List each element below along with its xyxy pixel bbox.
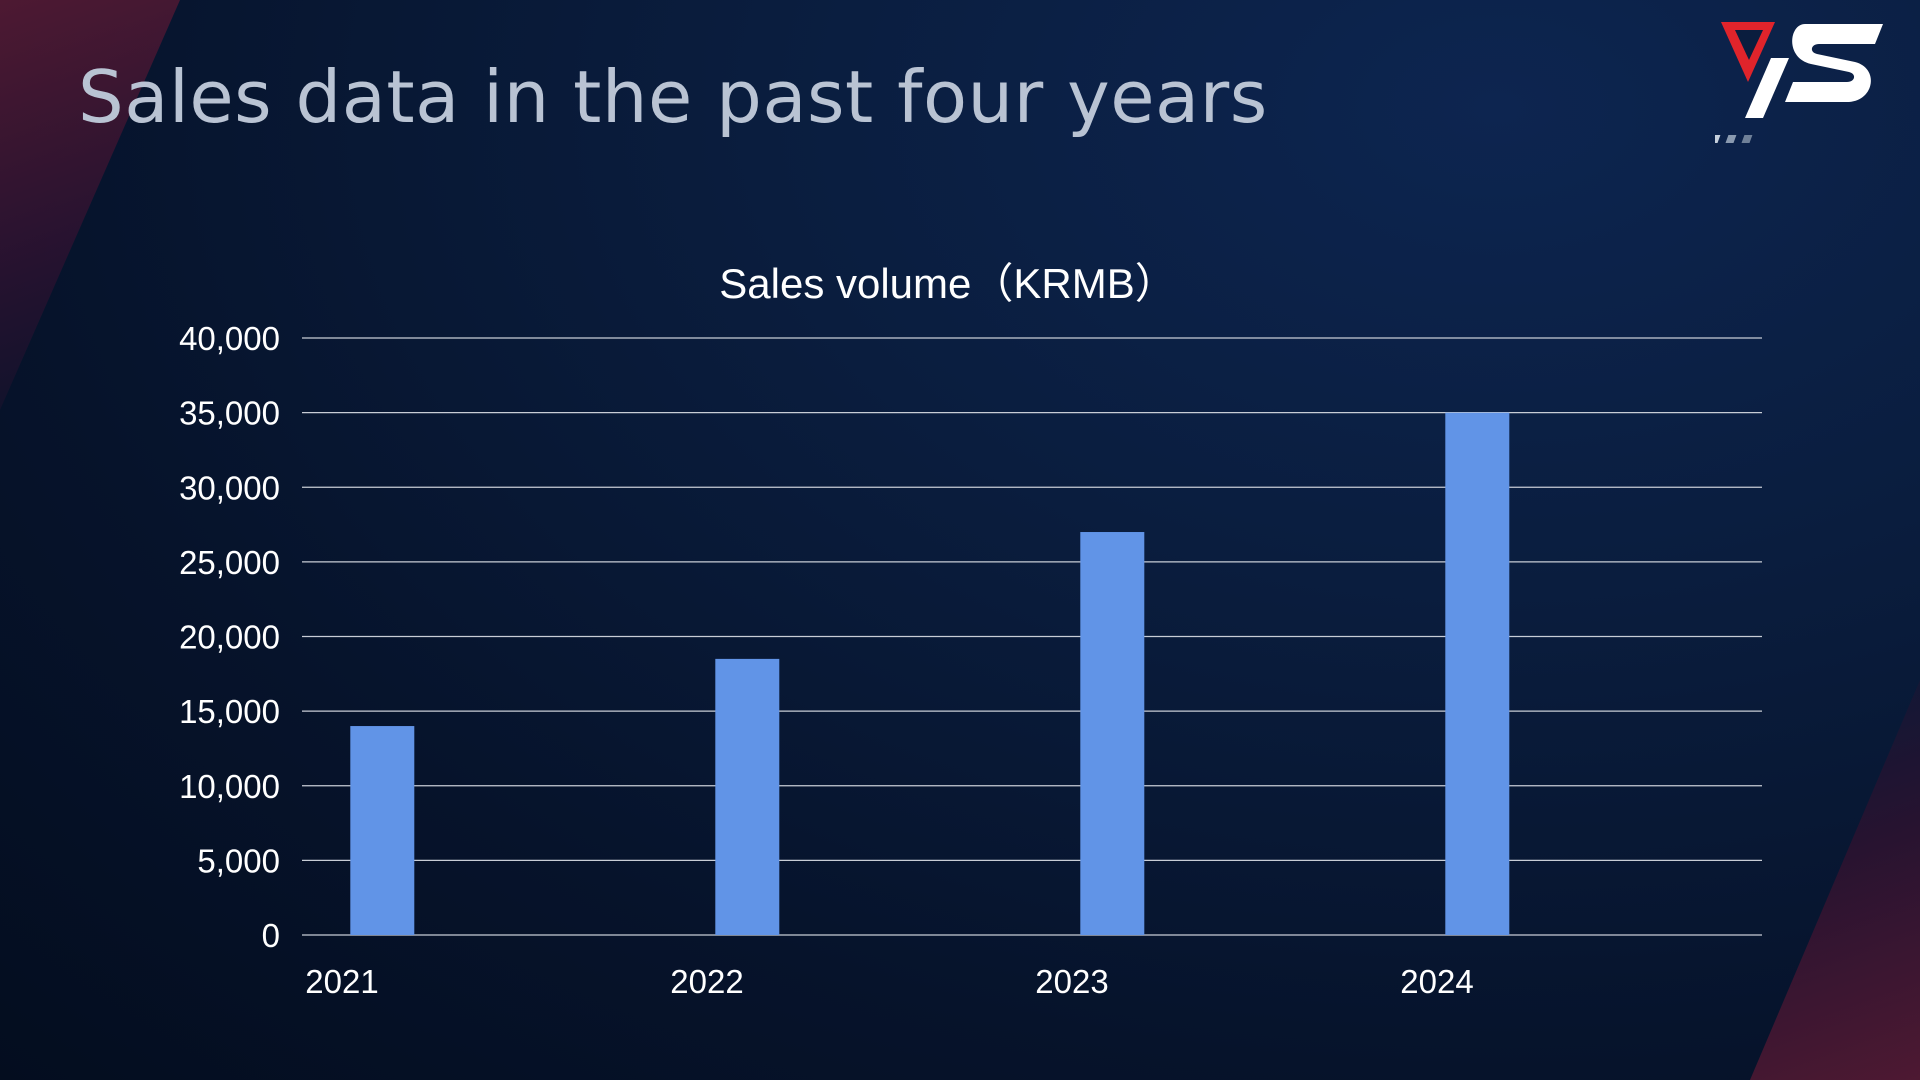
y-tick-label: 15,000 [179,693,280,730]
bars [350,412,1510,935]
logo-stripe [1741,135,1753,143]
x-tick-label: 2024 [1400,963,1473,1000]
y-axis-tick-labels: 0 5,000 10,000 15,000 20,000 25,000 30,000 35,0… [179,320,280,954]
slide-title: Sales data in the past four years [78,55,1268,139]
brand-logo [1715,22,1883,143]
logo-white-v [1745,58,1789,118]
bar-2023 [1080,532,1145,935]
y-tick-label: 40,000 [179,320,280,357]
y-tick-label: 25,000 [179,544,280,581]
logo-stripe [1725,135,1737,143]
x-axis-tick-labels: 2021 2022 2023 2024 [305,963,1473,1000]
y-tick-label: 30,000 [179,469,280,506]
y-tick-label: 5,000 [197,842,280,879]
y-tick-label: 0 [262,917,280,954]
x-tick-label: 2022 [670,963,743,1000]
x-tick-label: 2021 [305,963,378,1000]
y-tick-label: 10,000 [179,768,280,805]
logo-stripe [1715,135,1721,143]
logo-white-s [1785,24,1883,102]
bar-2024 [1445,412,1510,935]
y-tick-label: 20,000 [179,619,280,656]
bar-2022 [715,658,780,935]
chart-title: Sales volume（KRMB） [719,260,1176,307]
y-tick-label: 35,000 [179,395,280,432]
x-tick-label: 2023 [1035,963,1108,1000]
gridlines [302,337,1762,936]
bar-2021 [350,726,415,935]
